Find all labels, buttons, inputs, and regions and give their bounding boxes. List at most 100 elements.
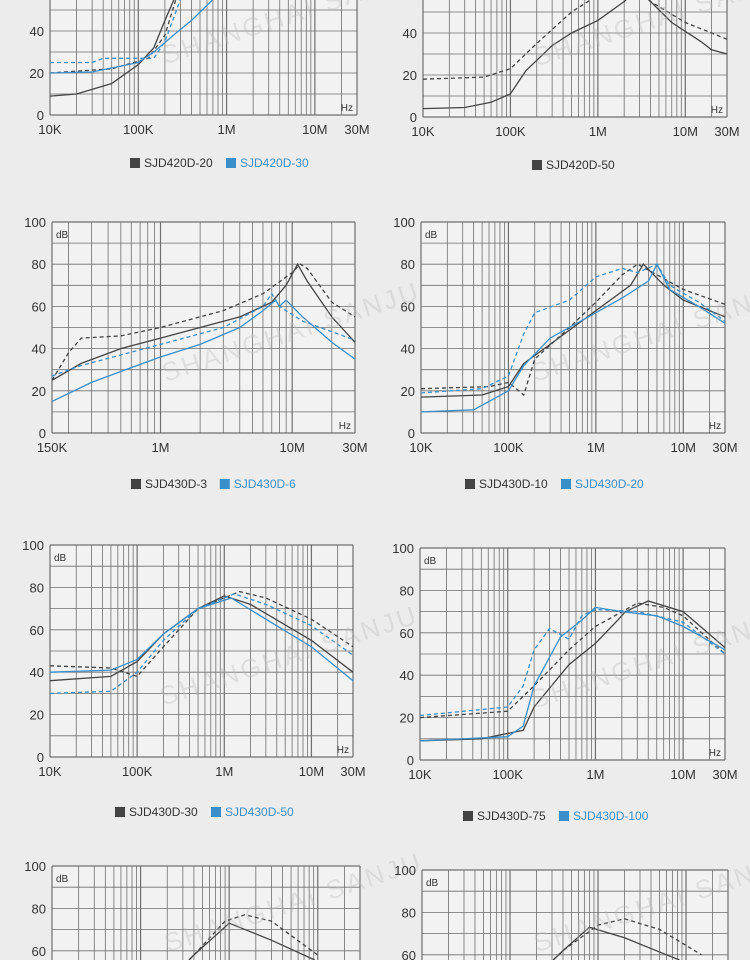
x-tick-label: 1M [151,440,169,455]
x-tick-label: 150K [37,440,68,455]
y-tick-label: 100 [24,859,46,874]
plot-area [422,870,728,960]
x-unit-label: Hz [339,421,351,432]
y-tick-label: 80 [400,583,414,598]
y-tick-label: 20 [30,708,44,723]
x-tick-label: 1M [218,122,236,137]
series-line-2 [49,0,213,74]
series-line-3 [419,608,726,717]
y-tick-label: 0 [408,426,415,441]
y-tick-label: 20 [30,66,44,81]
series-line-0 [188,922,315,960]
y-tick-label: 100 [22,538,44,553]
legend-swatch [130,158,140,168]
series-line-3 [51,292,356,377]
x-tick-label: 1M [587,440,605,455]
y-unit-label: dB [56,230,69,241]
y-tick-label: 100 [394,863,416,878]
y-tick-label: 40 [401,342,415,357]
legend-label: SJD420D-30 [240,156,309,170]
legend-swatch [211,807,221,817]
series-line-0 [552,926,680,960]
x-tick-label: 1M [215,764,233,779]
y-tick-label: 20 [403,68,417,83]
x-tick-label: 10K [411,124,434,139]
legend-swatch [226,158,236,168]
legend-swatch [561,479,571,489]
y-unit-label: dB [426,878,439,889]
x-tick-label: 10M [671,440,696,455]
x-tick-label: 1M [589,124,607,139]
x-tick-label: 10M [302,122,327,137]
plot-area [50,0,357,115]
y-tick-label: 40 [400,668,414,683]
series-line-3 [49,593,354,695]
legend-swatch [532,160,542,170]
y-unit-label: dB [425,230,438,241]
y-tick-label: 80 [401,257,415,272]
x-tick-label: 30M [340,764,365,779]
x-unit-label: Hz [341,103,353,114]
y-tick-label: 0 [37,108,44,123]
x-unit-label: Hz [337,745,349,756]
legend-swatch [131,479,141,489]
legend-swatch [219,479,230,489]
x-unit-label: Hz [711,105,723,116]
y-tick-label: 20 [401,384,415,399]
y-tick-label: 100 [24,215,46,230]
x-tick-label: 10K [408,767,431,782]
series-line-1 [419,602,726,719]
legend-label: SJD430D-30 [129,805,198,819]
series-line-1 [552,918,702,960]
x-unit-label: Hz [709,421,721,432]
legend-label: SJD430D-10 [479,477,548,491]
y-tick-label: 60 [30,623,44,638]
y-tick-label: 100 [393,215,415,230]
x-tick-label: 10M [673,124,698,139]
y-tick-label: 40 [32,342,46,357]
legend-swatch [559,811,569,821]
y-unit-label: dB [54,553,67,564]
legend-label: SJD430D-6 [234,477,296,491]
legend-label: SJD430D-50 [225,805,294,819]
y-tick-label: 60 [402,948,416,960]
y-tick-label: 60 [32,299,46,314]
x-tick-label: 30M [712,440,737,455]
y-tick-label: 0 [407,753,414,768]
series-line-1 [420,263,726,397]
series-line-0 [49,0,175,97]
y-tick-label: 20 [32,384,46,399]
x-tick-label: 30M [344,122,369,137]
x-tick-label: 100K [495,124,526,139]
x-tick-label: 10M [280,440,305,455]
x-tick-label: 10M [299,764,324,779]
series-line-3 [420,263,726,394]
x-tick-label: 1M [586,767,604,782]
x-tick-label: 10K [38,764,61,779]
y-tick-label: 20 [400,711,414,726]
x-tick-label: 10K [409,440,432,455]
y-tick-label: 60 [400,626,414,641]
y-tick-label: 40 [403,26,417,41]
x-tick-label: 30M [714,124,739,139]
y-tick-label: 40 [30,665,44,680]
legend-label: SJD430D-75 [477,809,546,823]
series-line-2 [419,606,726,742]
y-unit-label: dB [56,874,69,885]
x-unit-label: Hz [709,748,721,759]
series-line-1 [51,263,356,381]
y-tick-label: 40 [30,24,44,39]
series-line-0 [51,262,356,381]
legend-swatch [465,479,475,489]
y-tick-label: 60 [32,944,46,959]
x-tick-label: 100K [493,767,524,782]
series-line-2 [49,597,354,682]
x-tick-label: 30M [712,767,737,782]
y-tick-label: 0 [410,110,417,125]
